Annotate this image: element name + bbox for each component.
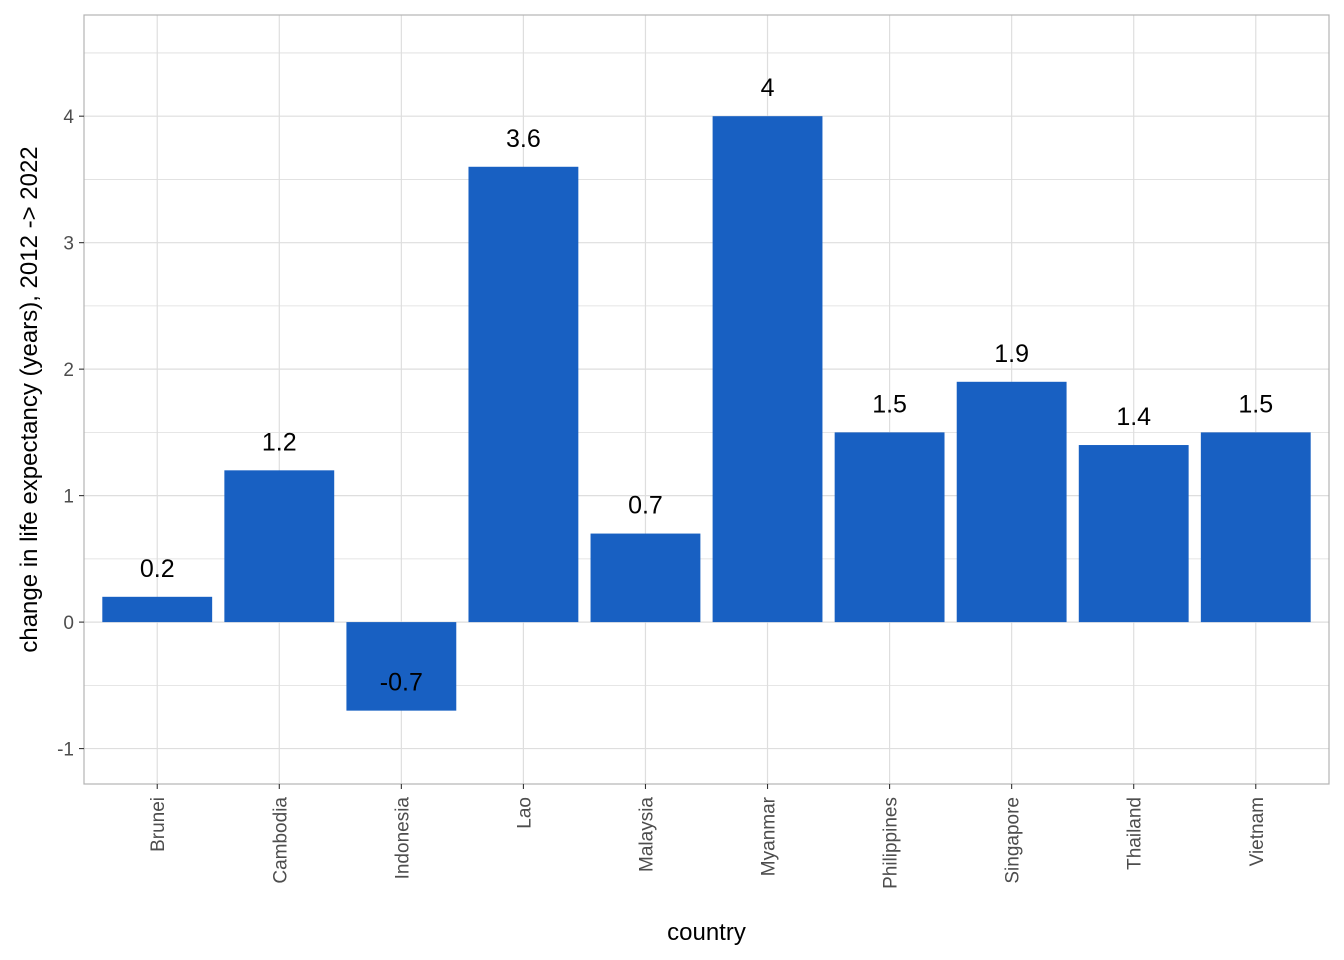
bar <box>346 622 457 711</box>
data-label: 0.7 <box>628 492 663 520</box>
x-tick-label: Philippines <box>881 797 902 889</box>
data-label: 1.4 <box>1116 403 1151 431</box>
data-label: 4 <box>761 74 775 102</box>
plot-panel <box>84 15 1329 784</box>
y-tick-label: 0 <box>63 613 74 634</box>
data-label: 1.5 <box>872 390 907 418</box>
x-tick-label: Brunei <box>148 797 169 852</box>
y-tick-label: 3 <box>63 234 74 255</box>
y-tick-label: 1 <box>63 487 74 508</box>
bar <box>956 381 1067 623</box>
data-label: 1.9 <box>994 340 1029 368</box>
data-label: -0.7 <box>380 669 423 697</box>
bars <box>102 116 1311 711</box>
bar <box>712 116 823 623</box>
data-label: 3.6 <box>506 125 541 153</box>
bar <box>1078 445 1189 623</box>
axes: -1 0 1 2 3 4 Brunei Cambodia Indonesia Lao Malaysi… <box>57 107 1268 889</box>
bar <box>590 533 701 623</box>
x-tick-label: Myanmar <box>759 796 780 876</box>
x-tick-label: Cambodia <box>270 797 291 884</box>
bar <box>468 166 579 623</box>
bar <box>224 470 335 623</box>
x-tick-label: Indonesia <box>392 797 413 880</box>
data-labels: 0.2 1.2 -0.7 3.6 0.7 4 1.5 1.9 1.4 1.5 <box>140 74 1273 696</box>
data-label: 1.5 <box>1238 390 1273 418</box>
x-tick-label: Vietnam <box>1247 797 1268 866</box>
gridlines <box>84 15 1329 784</box>
bar <box>1200 432 1311 623</box>
x-tick-label: Singapore <box>1003 797 1024 884</box>
x-tick-label: Malaysia <box>636 797 657 872</box>
x-tick-label: Lao <box>514 797 535 829</box>
y-tick-label: 4 <box>63 107 74 128</box>
y-tick-label: 2 <box>63 360 74 381</box>
bar <box>834 432 945 623</box>
bar <box>102 596 213 623</box>
x-tick-label: Thailand <box>1125 797 1146 870</box>
panel-border <box>83 14 1330 785</box>
y-axis-title: change in life expectancy (years), 2012 … <box>16 146 43 652</box>
y-tick-label: -1 <box>57 740 74 761</box>
x-axis-title: country <box>667 919 746 946</box>
data-label: 1.2 <box>262 428 297 456</box>
data-label: 0.2 <box>140 555 175 583</box>
